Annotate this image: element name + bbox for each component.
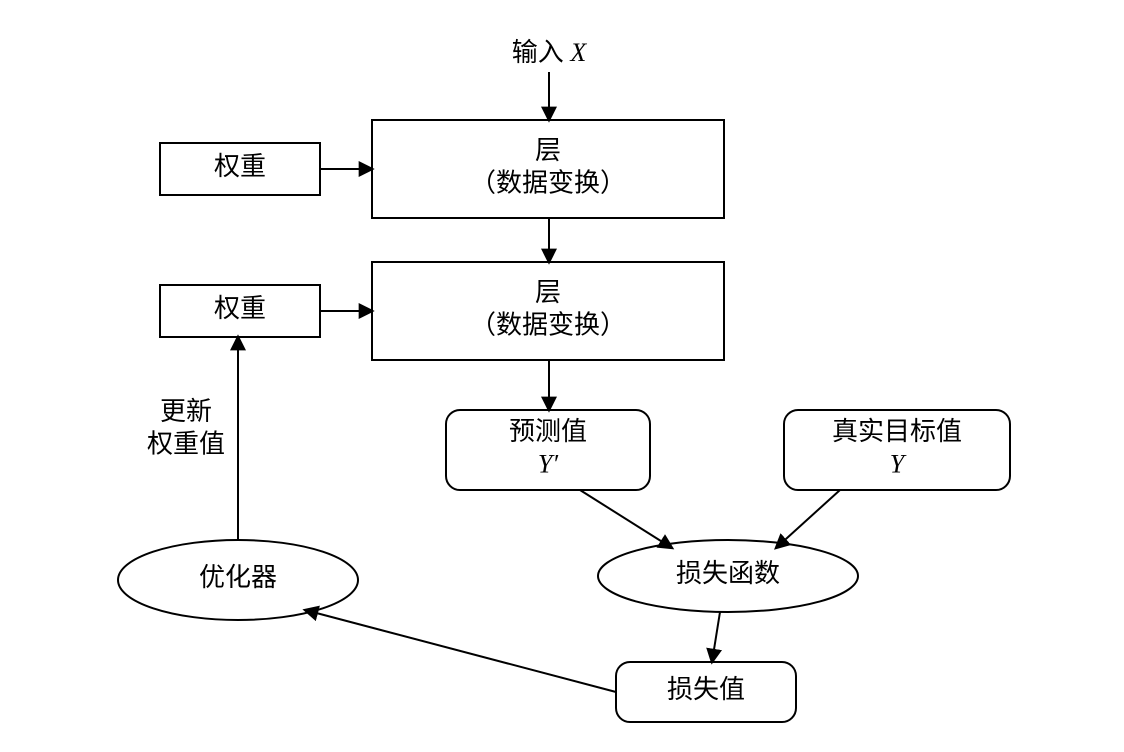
layer1-text-line-0: 层 [535,136,561,165]
true_y-text-line-0: 真实目标值 [832,417,962,446]
update_label-text-line-0: 更新 [160,397,212,426]
loss_val-text-line-0: 损失值 [667,675,745,704]
weights1-text-line-0: 权重 [214,152,266,181]
input_label-text-line-0: 输入 X [512,38,588,67]
pred-text-line-1: Y′ [538,449,558,478]
true_y-text-line-1: Y [890,449,907,478]
weights2-text-line-0: 权重 [214,294,266,323]
loss_fn-text-line-0: 损失函数 [676,559,780,588]
edge-loss_fn-to-loss_val [712,612,720,662]
layer1-text-line-1: （数据变换） [470,168,626,197]
layer2-text-line-1: （数据变换） [470,310,626,339]
optimizer-text-line-0: 优化器 [199,563,277,592]
layer2-text-line-0: 层 [535,278,561,307]
pred-text-line-0: 预测值 [509,417,587,446]
edge-loss_val-to-optimizer [305,610,616,692]
edges-layer [238,72,840,692]
flowchart-canvas: 输入 X权重层（数据变换）权重层（数据变换）预测值Y′真实目标值Y损失函数损失值… [0,0,1124,752]
edge-true_y-to-loss_fn [776,490,840,548]
edge-pred-to-loss_fn [580,490,672,548]
update_label-text-line-1: 权重值 [147,429,225,458]
nodes-layer: 输入 X权重层（数据变换）权重层（数据变换）预测值Y′真实目标值Y损失函数损失值… [118,38,1010,722]
